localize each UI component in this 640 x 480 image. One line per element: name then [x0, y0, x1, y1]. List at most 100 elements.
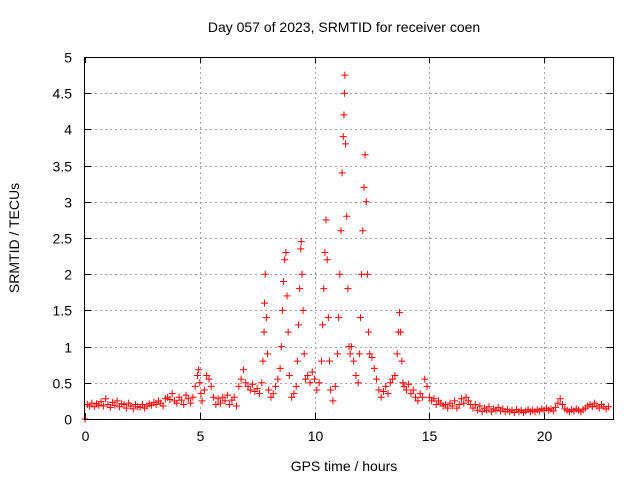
- data-point: [285, 372, 293, 380]
- x-axis-label: GPS time / hours: [291, 458, 398, 474]
- data-point: [386, 379, 394, 387]
- data-point: [494, 403, 502, 411]
- data-point: [216, 399, 224, 407]
- data-point: [340, 111, 348, 119]
- data-point: [292, 382, 300, 390]
- y-tick-label: 1: [64, 340, 72, 356]
- data-point: [297, 238, 305, 246]
- data-point: [258, 379, 266, 387]
- data-point: [453, 404, 461, 412]
- data-point: [255, 390, 263, 398]
- data-point: [214, 395, 222, 403]
- data-point: [389, 375, 397, 383]
- data-point: [432, 401, 440, 409]
- data-point: [315, 379, 323, 387]
- data-point: [421, 375, 429, 383]
- data-point: [558, 401, 566, 409]
- data-point: [288, 393, 296, 401]
- data-point: [418, 393, 426, 401]
- data-point: [274, 375, 282, 383]
- data-point: [354, 379, 362, 387]
- y-tick-label: 3.5: [53, 159, 73, 175]
- data-point: [173, 399, 181, 407]
- data-point: [337, 227, 345, 235]
- data-point: [321, 248, 329, 256]
- data-point: [187, 399, 195, 407]
- data-point: [191, 382, 199, 390]
- y-tick-label: 2.5: [53, 231, 73, 247]
- x-tick-label: 0: [82, 428, 90, 444]
- data-point: [423, 382, 431, 390]
- data-point: [352, 372, 360, 380]
- data-point: [588, 403, 596, 411]
- data-point: [334, 350, 342, 358]
- data-point: [205, 375, 213, 383]
- data-point: [365, 328, 373, 336]
- data-point: [297, 245, 305, 253]
- data-point: [159, 402, 167, 410]
- data-point: [95, 401, 103, 409]
- data-point: [402, 386, 410, 394]
- data-point: [304, 372, 312, 380]
- data-point: [200, 386, 208, 394]
- data-point: [168, 390, 176, 398]
- x-tick-label: 10: [308, 428, 324, 444]
- data-point: [277, 343, 285, 351]
- data-point: [317, 357, 325, 365]
- data-point: [485, 403, 493, 411]
- data-point: [113, 397, 121, 405]
- data-point: [391, 372, 399, 380]
- data-point: [549, 407, 557, 415]
- data-point: [301, 375, 309, 383]
- data-point: [203, 372, 211, 380]
- data-point: [253, 385, 261, 393]
- data-point: [300, 350, 308, 358]
- data-point: [320, 285, 328, 293]
- data-point: [237, 375, 245, 383]
- data-point: [327, 386, 335, 394]
- data-point: [552, 403, 560, 411]
- data-point: [283, 292, 291, 300]
- y-tick-label: 3: [64, 195, 72, 211]
- data-point: [375, 386, 383, 394]
- data-point: [407, 390, 415, 398]
- data-point: [362, 198, 370, 206]
- data-point: [221, 397, 229, 405]
- data-point: [122, 404, 130, 412]
- data-point: [290, 390, 298, 398]
- data-point: [313, 386, 321, 394]
- data-point: [281, 256, 289, 264]
- data-point: [311, 375, 319, 383]
- data-point: [370, 364, 378, 372]
- data-point: [296, 285, 304, 293]
- data-point: [336, 270, 344, 278]
- data-point: [448, 402, 456, 410]
- data-point: [341, 71, 349, 79]
- data-point: [451, 397, 459, 405]
- data-point: [460, 399, 468, 407]
- data-point: [189, 393, 197, 401]
- data-point: [344, 285, 352, 293]
- data-point: [259, 357, 267, 365]
- data-point: [343, 212, 351, 220]
- data-point: [120, 401, 128, 409]
- data-point: [366, 350, 374, 358]
- data-point: [397, 328, 405, 336]
- data-point: [219, 393, 227, 401]
- data-point: [464, 397, 472, 405]
- data-point: [474, 406, 482, 414]
- x-tick-label: 5: [197, 428, 205, 444]
- data-point: [195, 366, 203, 374]
- data-point: [308, 368, 316, 376]
- data-point: [293, 357, 301, 365]
- data-point: [359, 227, 367, 235]
- data-point: [260, 328, 268, 336]
- data-point: [262, 314, 270, 322]
- grid: [85, 57, 613, 419]
- data-point: [554, 399, 562, 407]
- data-point: [360, 183, 368, 191]
- data-point: [99, 402, 107, 410]
- data-point: [235, 382, 243, 390]
- data-point: [298, 270, 306, 278]
- y-tick-label: 4: [64, 122, 72, 138]
